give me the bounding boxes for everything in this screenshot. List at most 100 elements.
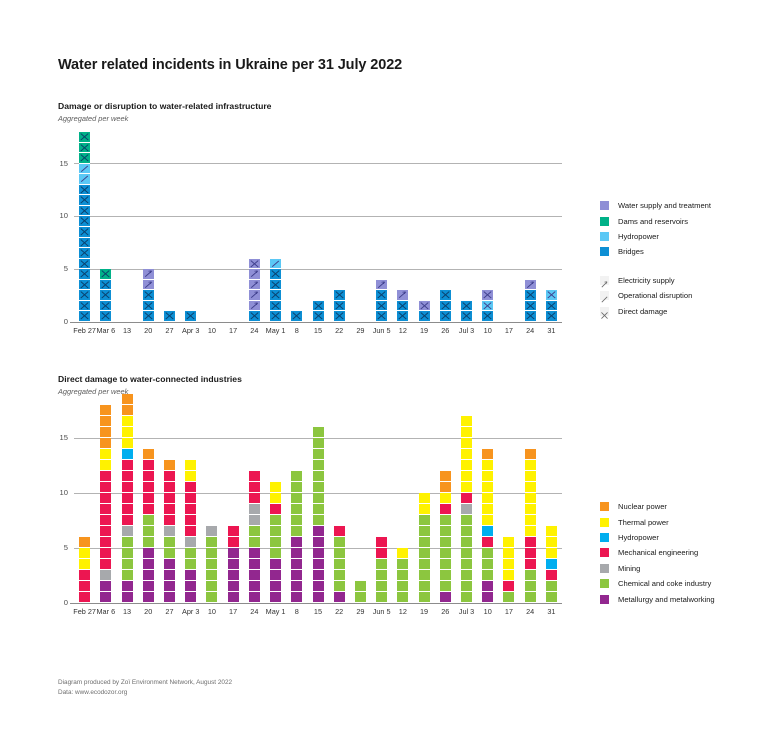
bar-segment <box>439 548 451 559</box>
bar-segment <box>206 592 218 603</box>
bar-segment <box>524 493 536 504</box>
bar-segment <box>397 548 409 559</box>
bar-segment <box>100 592 112 603</box>
bar-segment <box>79 248 91 259</box>
legend-swatch <box>600 231 609 241</box>
x-axis-tick-label: 19 <box>420 607 429 616</box>
bar-stack <box>355 132 366 322</box>
bar-segment <box>185 526 197 537</box>
bar-segment <box>270 290 282 301</box>
x-axis-tick-label: 17 <box>504 326 513 335</box>
legend-item[interactable]: Bridges <box>600 244 711 259</box>
x-axis-tick-label: Mar 6 <box>96 607 116 616</box>
x-axis-tick-label: 15 <box>313 607 323 616</box>
bar-segment <box>439 537 451 548</box>
x-axis-tick-label: Feb 27 <box>73 607 96 616</box>
bar-segment <box>185 592 197 603</box>
bar-stack <box>312 132 324 322</box>
bar-segment <box>418 515 430 526</box>
bar-segment <box>121 471 133 482</box>
bar-segment <box>291 548 303 559</box>
bar-segment <box>524 471 536 482</box>
bar-segment <box>376 300 388 312</box>
legend-item[interactable]: Water supply and treatment <box>600 198 711 213</box>
legend-item[interactable]: Metallurgy and metalworking <box>600 591 715 606</box>
bar-segment <box>461 460 473 471</box>
bar-segment <box>142 493 154 504</box>
bar-segment <box>524 592 536 603</box>
bar-stack <box>228 132 239 322</box>
bar-segment <box>185 581 197 592</box>
bar-stack <box>291 405 303 603</box>
bar-segment <box>100 493 112 504</box>
bar-segment <box>333 559 345 570</box>
legend-item-pattern[interactable]: Operational disruption <box>600 288 711 303</box>
bar-segment <box>418 592 430 603</box>
bar-segment <box>121 581 133 592</box>
bar-stack <box>333 132 345 322</box>
bar-segment <box>482 559 494 570</box>
legend-item[interactable]: Mining <box>600 561 715 576</box>
bar-segment <box>121 449 133 460</box>
bar-segment <box>524 290 536 301</box>
bar-segment <box>100 279 112 291</box>
bar-stack <box>163 405 175 603</box>
bar-segment <box>376 581 388 592</box>
bar-segment <box>79 237 91 249</box>
bar-segment <box>524 559 536 570</box>
bar-segment <box>227 537 239 548</box>
bar-segment <box>291 570 303 581</box>
bar-segment <box>79 592 91 603</box>
y-axis-tick-label: 15 <box>59 433 68 442</box>
bar-segment <box>312 515 324 526</box>
legend-label: Hydropower <box>618 231 659 241</box>
plot-area: 0 5 10 15 Feb 27 Mar 6 13 20 27 Apr 3 10 17 24 May 1 8… <box>60 394 562 616</box>
bar-segment <box>248 493 260 504</box>
legend-item[interactable]: Thermal power <box>600 514 715 529</box>
bar-segment <box>121 438 133 449</box>
legend-item[interactable]: Dams and reservoirs <box>600 213 711 228</box>
bar-segment <box>291 515 303 526</box>
legend-item[interactable]: Hydropower <box>600 530 715 545</box>
bar-segment <box>312 427 324 438</box>
bar-segment <box>227 570 239 581</box>
bar-segment <box>79 184 91 196</box>
bar-segment <box>185 559 197 570</box>
bar-segment <box>397 570 409 581</box>
bar-segment <box>291 504 303 515</box>
legend-item-pattern[interactable]: Direct damage <box>600 303 711 319</box>
bar-segment <box>291 537 303 548</box>
bar-segment <box>397 290 409 301</box>
bar-segment <box>79 195 91 206</box>
legend-item[interactable]: Chemical and coke industry <box>600 576 715 591</box>
legend-item-pattern[interactable]: Electricity supply <box>600 273 711 288</box>
bar-segment <box>291 581 303 592</box>
gridline <box>74 268 562 270</box>
bar-stack <box>461 405 473 603</box>
bar-segment <box>163 471 175 482</box>
legend-item[interactable]: Mechanical engineering <box>600 545 715 560</box>
legend-industries: Nuclear power Thermal power Hydropower Mech… <box>600 499 715 607</box>
bar-segment <box>270 592 282 603</box>
bar-segment <box>418 559 430 570</box>
bar-segment <box>439 581 451 592</box>
legend-item[interactable]: Nuclear power <box>600 499 715 514</box>
bar-segment <box>100 548 112 559</box>
bar-segment <box>121 394 133 405</box>
bar-segment <box>248 290 260 301</box>
legend-swatch <box>600 594 609 604</box>
x-axis-tick-label: 12 <box>398 607 407 616</box>
bar-segment <box>100 269 112 280</box>
bar-segment <box>248 526 260 537</box>
y-axis-tick-label: 5 <box>63 264 68 274</box>
bar-segment <box>206 570 218 581</box>
bar-stack <box>545 405 557 603</box>
bar-segment <box>142 311 154 322</box>
bar-segment <box>397 559 409 570</box>
bar-segment <box>163 526 175 537</box>
legend-item[interactable]: Hydropower <box>600 229 711 244</box>
bar-segment <box>142 279 154 291</box>
legend-label: Electricity supply <box>618 275 675 285</box>
bar-segment <box>312 460 324 471</box>
bar-segment <box>100 559 112 570</box>
